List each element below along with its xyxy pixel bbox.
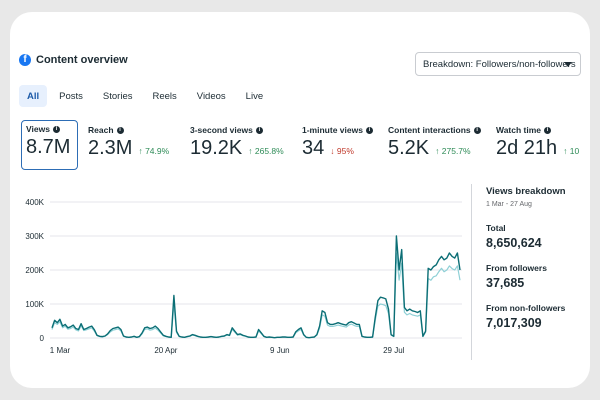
nonfollowers-value: 7,017,309: [486, 316, 542, 330]
nonfollowers-block: From non-followers 7,017,309: [486, 303, 565, 330]
metric-change: ↑ 265.8%: [248, 146, 284, 156]
x-tick-label: 20 Apr: [154, 346, 177, 355]
tab-posts[interactable]: Posts: [59, 90, 83, 102]
info-icon[interactable]: i: [473, 126, 481, 134]
metric-change: ↑ 74.9%: [138, 146, 170, 156]
metric-content-interactions[interactable]: Content interactions i 5.2K ↑ 275.7%: [388, 120, 492, 170]
total-value: 8,650,624: [486, 236, 542, 250]
metric-value: 2d 21h: [496, 137, 558, 159]
views-line-chart: 0 100K 200K 300K 400K 1 Mar 20 Apr 9 Jun 29 Jul: [10, 184, 466, 376]
metric-label: 1-minute views: [302, 125, 363, 135]
metric-value: 5.2K: [388, 137, 430, 159]
chevron-down-icon: [564, 62, 572, 67]
x-tick-label: 9 Jun: [270, 346, 290, 355]
metric-value: 19.2K: [190, 137, 243, 159]
x-tick-label: 1 Mar: [50, 346, 71, 355]
total-label: Total: [486, 223, 506, 233]
metric-change: ↓ 95%: [330, 146, 354, 156]
y-tick-label: 200K: [25, 266, 44, 275]
divider: [471, 184, 472, 360]
info-icon[interactable]: i: [116, 126, 124, 134]
metric-value: 2.3M: [88, 137, 133, 159]
breakdown-title: Views breakdown: [486, 186, 566, 197]
info-icon[interactable]: i: [544, 126, 552, 134]
metric-label: 3-second views: [190, 125, 253, 135]
info-icon[interactable]: i: [52, 125, 60, 133]
nonfollowers-label: From non-followers: [486, 303, 566, 313]
series-line-total: [51, 235, 461, 339]
breakdown-dropdown[interactable]: Breakdown: Followers/non-followers: [415, 52, 581, 76]
metric-1-minute-views[interactable]: 1-minute views i 34 ↓ 95%: [302, 120, 382, 170]
metric-reach[interactable]: Reach i 2.3M ↑ 74.9%: [88, 120, 183, 170]
metric-label: Content interactions: [388, 125, 471, 135]
breakdown-label: Breakdown: Followers/non-followers: [423, 58, 576, 70]
metric-3-second-views[interactable]: 3-second views i 19.2K ↑ 265.8%: [190, 120, 300, 170]
metric-label: Reach: [88, 125, 114, 135]
metric-change: ↑ 275.7%: [435, 146, 471, 156]
y-tick-label: 400K: [25, 198, 44, 207]
tab-videos[interactable]: Videos: [196, 90, 226, 102]
metric-label: Views: [26, 124, 50, 134]
x-tick-label: 29 Jul: [383, 346, 405, 355]
breakdown-date-range: 1 Mar - 27 Aug: [486, 201, 532, 208]
followers-value: 37,685: [486, 276, 525, 290]
metric-change: ↑ 10: [563, 146, 580, 156]
page-title: Content overview: [36, 54, 128, 66]
tab-live[interactable]: Live: [245, 90, 264, 102]
y-tick-label: 300K: [25, 232, 44, 241]
chart-svg: 0 100K 200K 300K 400K 1 Mar 20 Apr 9 Jun 29 Jul: [25, 198, 462, 355]
followers-block: From followers 37,685: [486, 263, 547, 290]
metric-value: 8.7M: [26, 136, 71, 158]
metric-label: Watch time: [496, 125, 542, 135]
metric-watch-time[interactable]: Watch time i 2d 21h ↑ 10: [496, 120, 590, 170]
followers-label: From followers: [486, 263, 547, 273]
views-breakdown-panel: Views breakdown 1 Mar - 27 Aug Total 8,6…: [486, 186, 586, 330]
info-icon[interactable]: i: [365, 126, 373, 134]
total-block: Total 8,650,624: [486, 223, 542, 250]
facebook-icon: f: [19, 54, 31, 66]
metrics-row: Views i 8.7M Reach i 2.3M ↑ 74.9% 3-second …: [10, 120, 590, 170]
content-overview-card: f Content overview Breakdown: Followers/…: [10, 12, 590, 388]
y-tick-label: 0: [40, 334, 45, 343]
info-icon[interactable]: i: [255, 126, 263, 134]
tab-all[interactable]: All: [19, 85, 48, 107]
y-tick-label: 100K: [25, 300, 44, 309]
header: f Content overview: [19, 54, 128, 66]
content-type-tabs: All Posts Stories Reels Videos Live: [19, 85, 275, 107]
metric-views[interactable]: Views i 8.7M: [21, 120, 78, 170]
tab-stories[interactable]: Stories: [102, 90, 133, 102]
metric-value: 34: [302, 137, 325, 159]
tab-reels[interactable]: Reels: [152, 90, 177, 102]
